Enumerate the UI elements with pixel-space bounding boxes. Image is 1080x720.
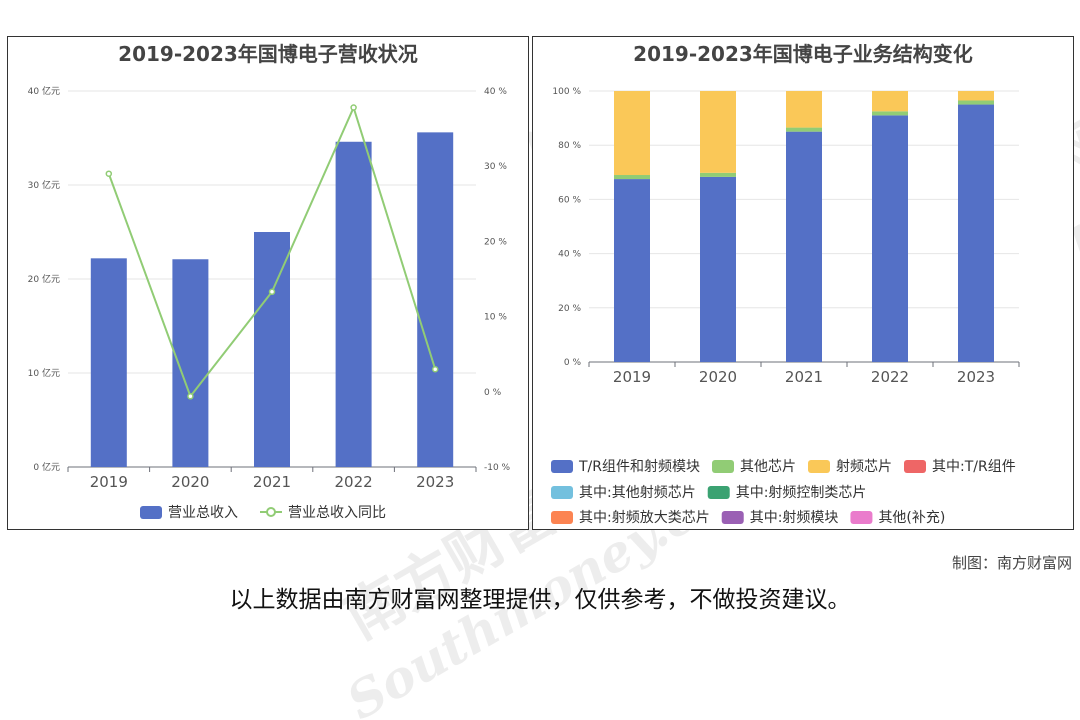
revenue-chart-panel: 2019-2023年国博电子营收状况 0 亿元 10 亿元 20 亿元 30 亿元 40… bbox=[7, 36, 529, 530]
revenue-y-right-tick: 40 % bbox=[484, 87, 507, 97]
revenue-y-right-tick: 0 % bbox=[484, 388, 502, 398]
legend-label-revenue: 营业总收入 bbox=[168, 505, 238, 521]
revenue-y-left-tick: 20 亿元 bbox=[28, 273, 60, 285]
structure-bar-segment bbox=[786, 91, 822, 128]
revenue-x-tick: 2022 bbox=[335, 473, 373, 491]
revenue-chart-title: 2019-2023年国博电子营收状况 bbox=[118, 42, 418, 66]
legend-swatch-revenue bbox=[140, 506, 162, 519]
legend-label-structure: 其中:射频放大类芯片 bbox=[579, 510, 710, 526]
disclaimer-text: 以上数据由南方财富网整理提供，仅供参考，不做投资建议。 bbox=[229, 587, 851, 613]
revenue-growth-point bbox=[105, 170, 113, 177]
structure-bar-segment bbox=[700, 91, 736, 173]
legend-label-structure: 其中:射频控制类芯片 bbox=[736, 485, 867, 501]
structure-y-ticks: 0 % 20 % 40 % 60 % 80 % 100 % bbox=[552, 87, 581, 368]
structure-bar-segment bbox=[614, 179, 650, 362]
structure-bar-segment bbox=[958, 91, 994, 101]
revenue-growth-point bbox=[187, 393, 194, 400]
structure-x-tick: 2023 bbox=[957, 368, 995, 386]
chart-credit: 制图：南方财富网 bbox=[951, 554, 1072, 572]
legend-swatch-growth-dot bbox=[266, 507, 276, 517]
structure-y-tick: 100 % bbox=[552, 87, 581, 97]
structure-chart-panel: 2019-2023年国博电子业务结构变化 0 % 20 % 40 % 60 % 80 %… bbox=[532, 36, 1074, 530]
structure-x-tick: 2019 bbox=[613, 368, 651, 386]
revenue-y-right-tick: 10 % bbox=[484, 313, 507, 323]
structure-x-tick: 2020 bbox=[699, 368, 737, 386]
revenue-legend: 营业总收入 营业总收入同比 bbox=[140, 505, 386, 521]
legend-swatch-structure bbox=[904, 460, 926, 473]
legend-label-structure: 射频芯片 bbox=[836, 459, 892, 475]
revenue-bar bbox=[254, 232, 290, 467]
structure-bar-segment bbox=[958, 100, 994, 105]
revenue-y-left-tick: 10 亿元 bbox=[28, 367, 60, 379]
revenue-bars bbox=[90, 132, 454, 468]
legend-label-structure: 其中:其他射频芯片 bbox=[579, 485, 696, 501]
structure-y-tick: 80 % bbox=[558, 141, 581, 151]
legend-swatch-structure bbox=[808, 460, 830, 473]
legend-swatch-structure bbox=[551, 486, 573, 499]
revenue-y-right-ticks: -10 % 0 % 10 % 20 % 30 % 40 % bbox=[484, 87, 511, 473]
revenue-bar bbox=[417, 132, 454, 468]
revenue-y-right-tick: 20 % bbox=[484, 237, 507, 247]
revenue-bar bbox=[90, 258, 127, 467]
structure-x-tick: 2022 bbox=[871, 368, 909, 386]
structure-chart: 2019-2023年国博电子业务结构变化 0 % 20 % 40 % 60 % 80 %… bbox=[551, 42, 1020, 526]
structure-bar-segment bbox=[700, 172, 736, 177]
structure-y-tick: 0 % bbox=[564, 358, 582, 368]
legend-swatch-structure bbox=[551, 511, 573, 524]
structure-y-tick: 40 % bbox=[558, 250, 581, 260]
structure-bar-segment bbox=[872, 91, 908, 112]
revenue-x-tick: 2021 bbox=[253, 473, 291, 491]
revenue-y-left-ticks: 0 亿元 10 亿元 20 亿元 30 亿元 40 亿元 bbox=[28, 85, 60, 473]
revenue-y-left-tick: 40 亿元 bbox=[28, 85, 60, 97]
revenue-y-right-tick: -10 % bbox=[484, 463, 511, 473]
structure-bar-segment bbox=[786, 127, 822, 132]
revenue-x-tick: 2023 bbox=[416, 473, 454, 491]
legend-label-growth: 营业总收入同比 bbox=[288, 505, 386, 521]
structure-bar-segment bbox=[958, 104, 994, 363]
revenue-x-tick: 2019 bbox=[90, 473, 128, 491]
revenue-y-left-tick: 30 亿元 bbox=[28, 179, 60, 191]
structure-bar-segment bbox=[786, 131, 822, 362]
revenue-growth-line bbox=[105, 104, 439, 400]
structure-x-ticks: 2019 2020 2021 2022 2023 bbox=[588, 362, 1020, 386]
structure-y-tick: 20 % bbox=[558, 304, 581, 314]
revenue-growth-point bbox=[431, 365, 439, 373]
structure-bar-segment bbox=[872, 115, 908, 362]
structure-x-tick: 2021 bbox=[785, 368, 823, 386]
legend-label-structure: 其中:T/R组件 bbox=[932, 459, 1016, 475]
legend-swatch-structure bbox=[712, 460, 734, 473]
legend-label-structure: 其中:射频模块 bbox=[750, 510, 839, 526]
legend-label-structure: T/R组件和射频模块 bbox=[578, 459, 700, 475]
legend-swatch-structure bbox=[707, 486, 730, 499]
legend-label-structure: 其他(补充) bbox=[878, 510, 945, 526]
revenue-y-left-tick: 0 亿元 bbox=[33, 461, 60, 473]
revenue-bar bbox=[335, 141, 372, 467]
structure-bars bbox=[614, 91, 994, 363]
revenue-y-right-tick: 30 % bbox=[484, 162, 507, 172]
revenue-x-tick: 2020 bbox=[171, 473, 209, 491]
legend-swatch-structure bbox=[551, 460, 573, 473]
revenue-growth-point bbox=[350, 104, 357, 111]
structure-bar-segment bbox=[872, 111, 908, 116]
structure-chart-title: 2019-2023年国博电子业务结构变化 bbox=[633, 42, 973, 66]
structure-y-tick: 60 % bbox=[558, 195, 581, 205]
structure-bar-segment bbox=[700, 176, 736, 362]
revenue-x-ticks: 2019 2020 2021 2022 2023 bbox=[67, 467, 477, 491]
legend-swatch-structure bbox=[721, 511, 744, 524]
legend-swatch-structure bbox=[850, 511, 873, 524]
revenue-chart: 2019-2023年国博电子营收状况 0 亿元 10 亿元 20 亿元 30 亿元 40… bbox=[28, 42, 511, 521]
revenue-growth-point bbox=[268, 288, 276, 296]
structure-bar-segment bbox=[614, 175, 650, 180]
structure-bar-segment bbox=[614, 91, 650, 176]
legend-label-structure: 其他芯片 bbox=[740, 459, 796, 475]
